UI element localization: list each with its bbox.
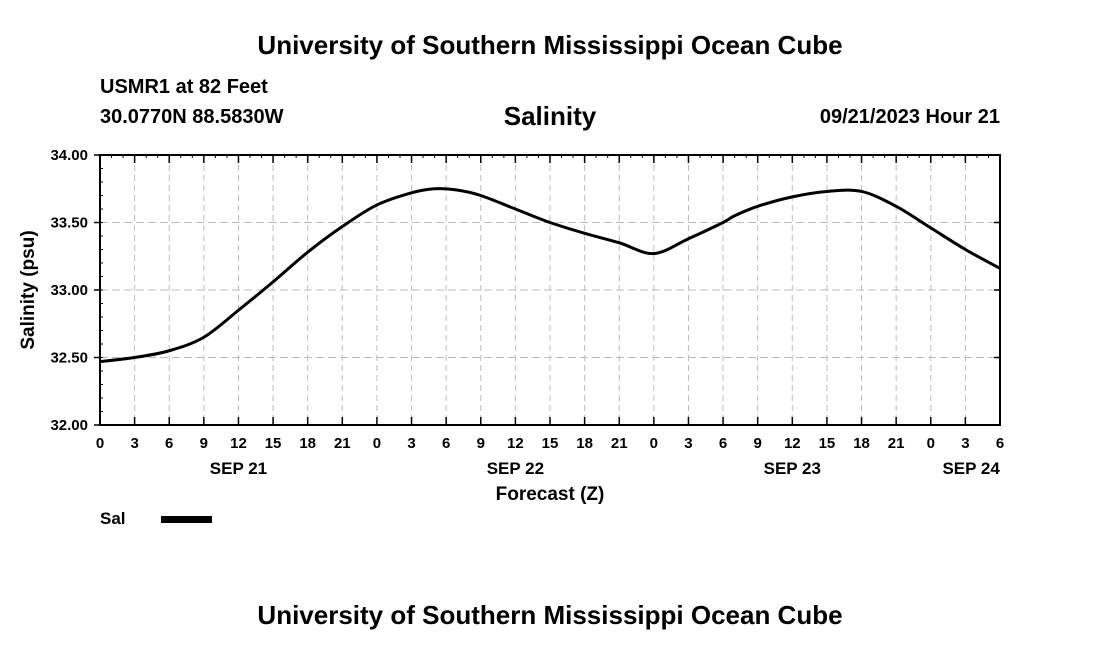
x-tick-label: 6 — [719, 435, 727, 452]
y-tick-label: 34.00 — [50, 147, 88, 164]
station-label: USMR1 at 82 Feet — [100, 76, 268, 98]
x-tick-label: 15 — [265, 435, 282, 452]
x-tick-label: 9 — [477, 435, 485, 452]
coordinates-label: 30.0770N 88.5830W — [100, 106, 284, 128]
x-tick-label: 6 — [165, 435, 173, 452]
x-tick-label: 12 — [230, 435, 247, 452]
footer-title: University of Southern Mississippi Ocean… — [257, 600, 843, 630]
legend-label: Sal — [100, 509, 126, 528]
x-tick-label: 15 — [542, 435, 559, 452]
x-tick-label: 9 — [754, 435, 762, 452]
date-label: SEP 21 — [210, 459, 267, 478]
y-tick-label: 33.50 — [50, 215, 88, 232]
x-tick-label: 3 — [130, 435, 138, 452]
legend-swatch — [161, 516, 212, 523]
x-tick-label: 21 — [888, 435, 905, 452]
y-tick-label: 32.00 — [50, 417, 88, 434]
y-axis-label: Salinity (psu) — [18, 230, 39, 349]
x-tick-label: 21 — [611, 435, 628, 452]
x-tick-label: 0 — [927, 435, 935, 452]
chart-title: Salinity — [503, 101, 597, 131]
x-tick-label: 6 — [996, 435, 1004, 452]
timestamp-label: 09/21/2023 Hour 21 — [819, 106, 1000, 128]
x-tick-label: 0 — [373, 435, 381, 452]
x-tick-label: 12 — [784, 435, 801, 452]
x-tick-label: 21 — [334, 435, 351, 452]
y-tick-label: 33.00 — [50, 282, 88, 299]
x-tick-label: 0 — [650, 435, 658, 452]
x-tick-label: 0 — [96, 435, 104, 452]
x-tick-label: 3 — [961, 435, 969, 452]
x-tick-label: 12 — [507, 435, 524, 452]
date-label: SEP 24 — [942, 459, 1000, 478]
x-tick-label: 18 — [853, 435, 870, 452]
x-axis-label: Forecast (Z) — [496, 484, 605, 505]
salinity-series-line — [99, 187, 1001, 364]
date-label: SEP 23 — [764, 459, 821, 478]
x-tick-label: 3 — [407, 435, 415, 452]
x-tick-label: 9 — [200, 435, 208, 452]
main-title: University of Southern Mississippi Ocean… — [257, 30, 843, 60]
x-tick-label: 15 — [819, 435, 836, 452]
x-tick-label: 3 — [684, 435, 692, 452]
x-tick-label: 18 — [299, 435, 316, 452]
x-tick-label: 18 — [576, 435, 593, 452]
x-tick-label: 6 — [442, 435, 450, 452]
y-tick-label: 32.50 — [50, 350, 88, 367]
date-label: SEP 22 — [487, 459, 544, 478]
